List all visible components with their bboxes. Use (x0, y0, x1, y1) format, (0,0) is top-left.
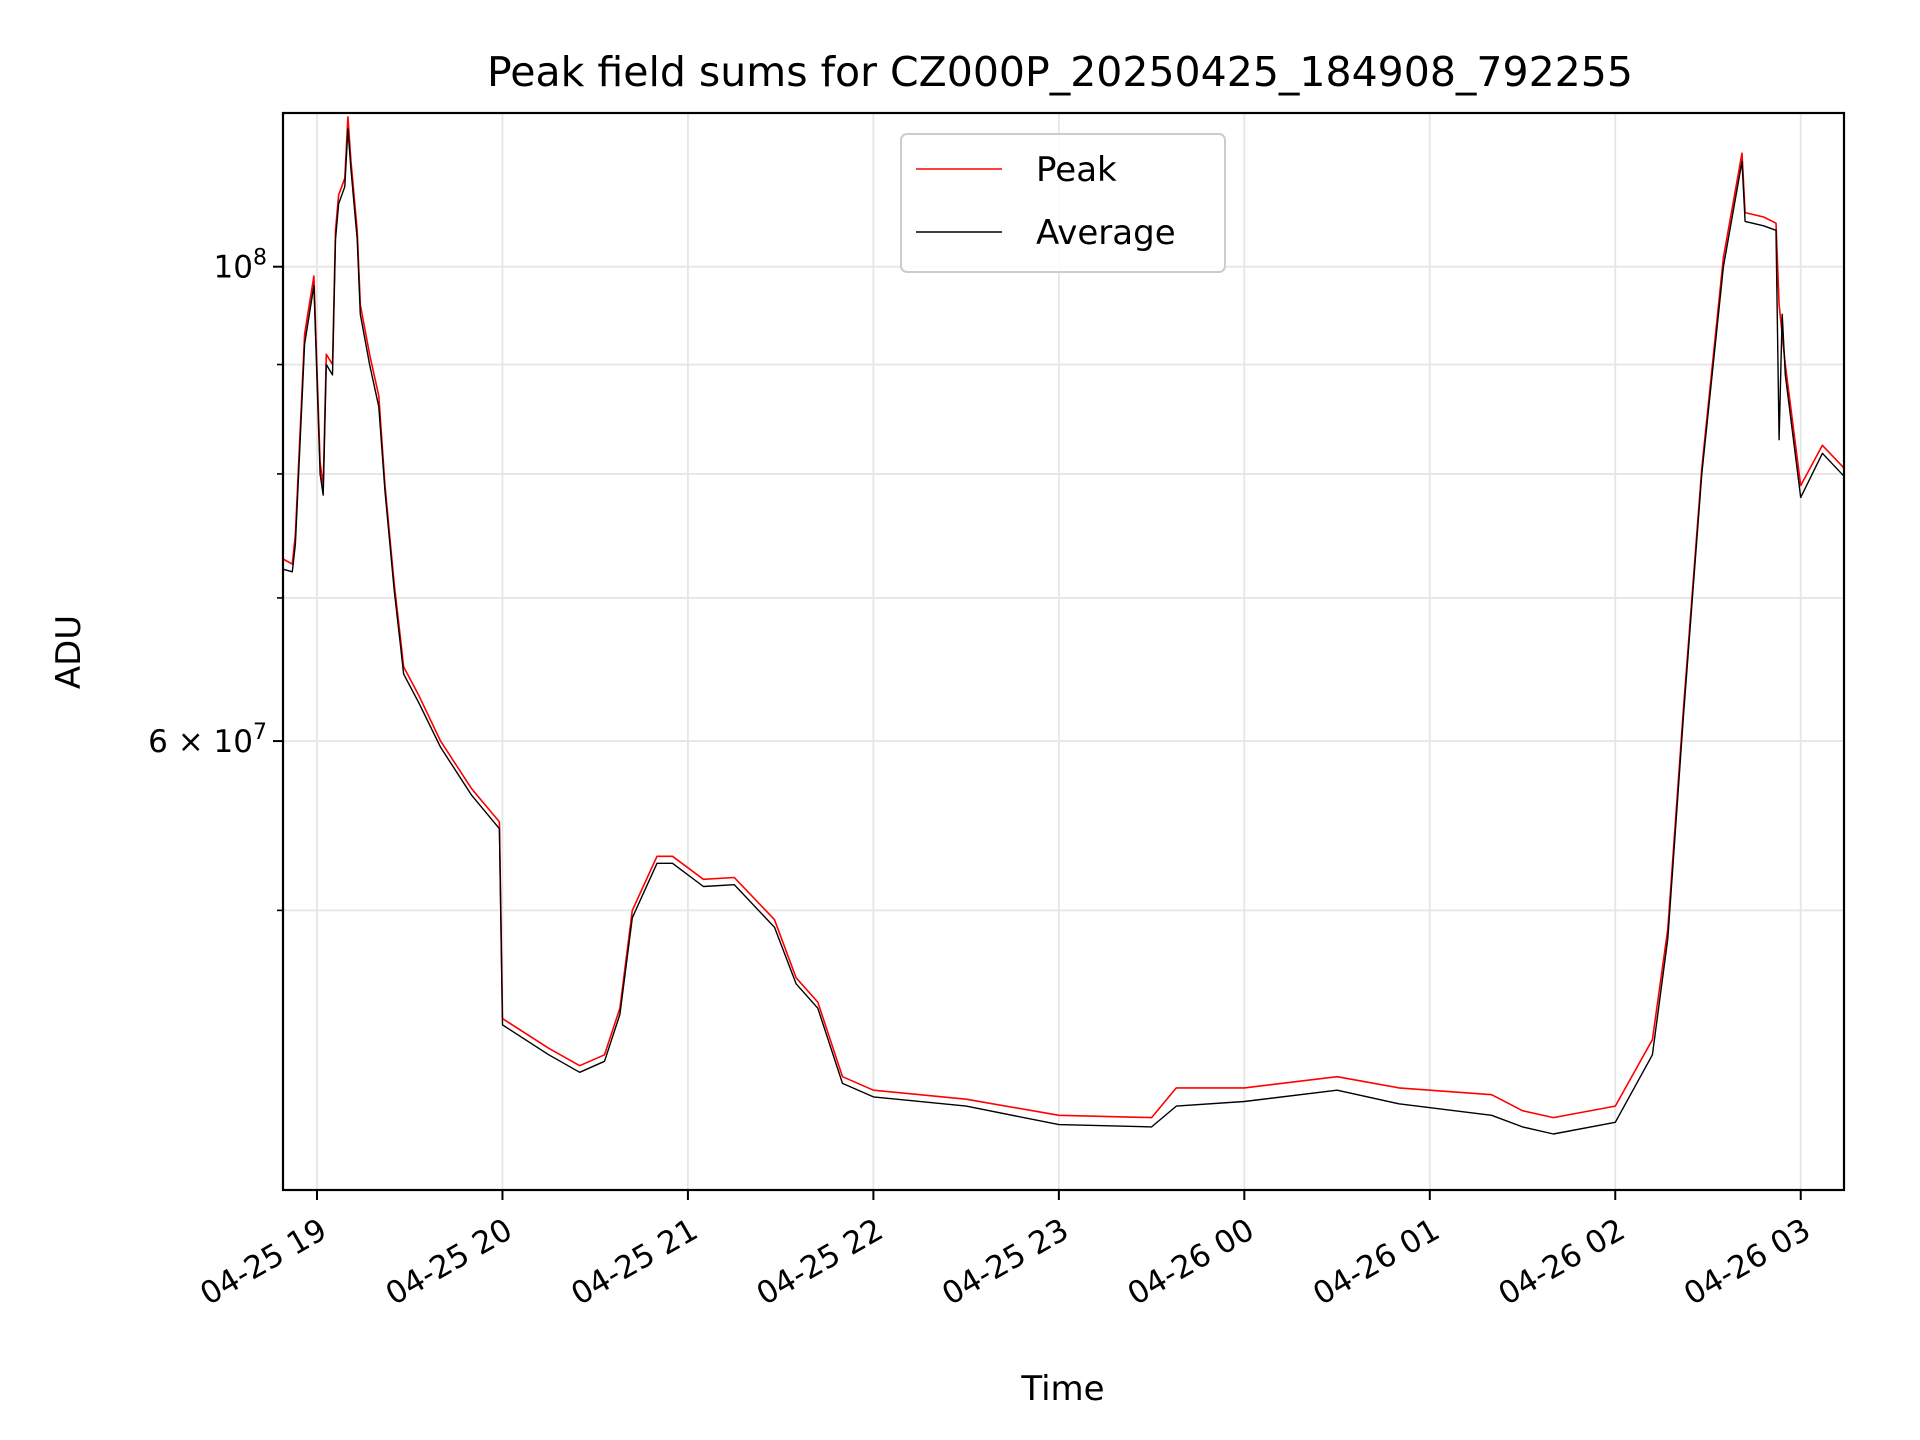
x-axis-label: Time (1020, 1369, 1104, 1409)
x-tick-label: 04-25 19 (194, 1212, 333, 1313)
plot-frame (281, 111, 1846, 1192)
x-tick-label: 04-25 23 (936, 1212, 1075, 1313)
y-tick-label: 6 × 107 (148, 720, 267, 760)
x-tick-label: 04-26 03 (1678, 1212, 1817, 1313)
legend-label-peak: Peak (1036, 150, 1117, 190)
x-tick-label: 04-26 00 (1122, 1212, 1261, 1313)
y-axis-ticks: 6 × 107 108 (148, 246, 283, 912)
grid (283, 113, 1844, 1190)
y-axis-label: ADU (49, 615, 89, 689)
series-line-average (282, 128, 1845, 1135)
legend-label-average: Average (1036, 213, 1176, 253)
plot-lines (282, 116, 1845, 1135)
x-tick-label: 04-26 01 (1307, 1212, 1446, 1313)
x-axis-ticks: 04-25 19 04-25 20 04-25 21 04-25 22 04-25 23… (194, 1190, 1817, 1313)
x-tick-label: 04-25 21 (565, 1212, 704, 1313)
y-tick-label: 108 (214, 246, 267, 286)
legend: Peak Average (900, 133, 1226, 273)
x-tick-label: 04-25 20 (380, 1212, 519, 1313)
chart-title: Peak field sums for CZ000P_20250425_1849… (487, 48, 1633, 96)
x-tick-label: 04-25 22 (751, 1212, 890, 1313)
x-tick-label: 04-26 02 (1493, 1212, 1632, 1313)
